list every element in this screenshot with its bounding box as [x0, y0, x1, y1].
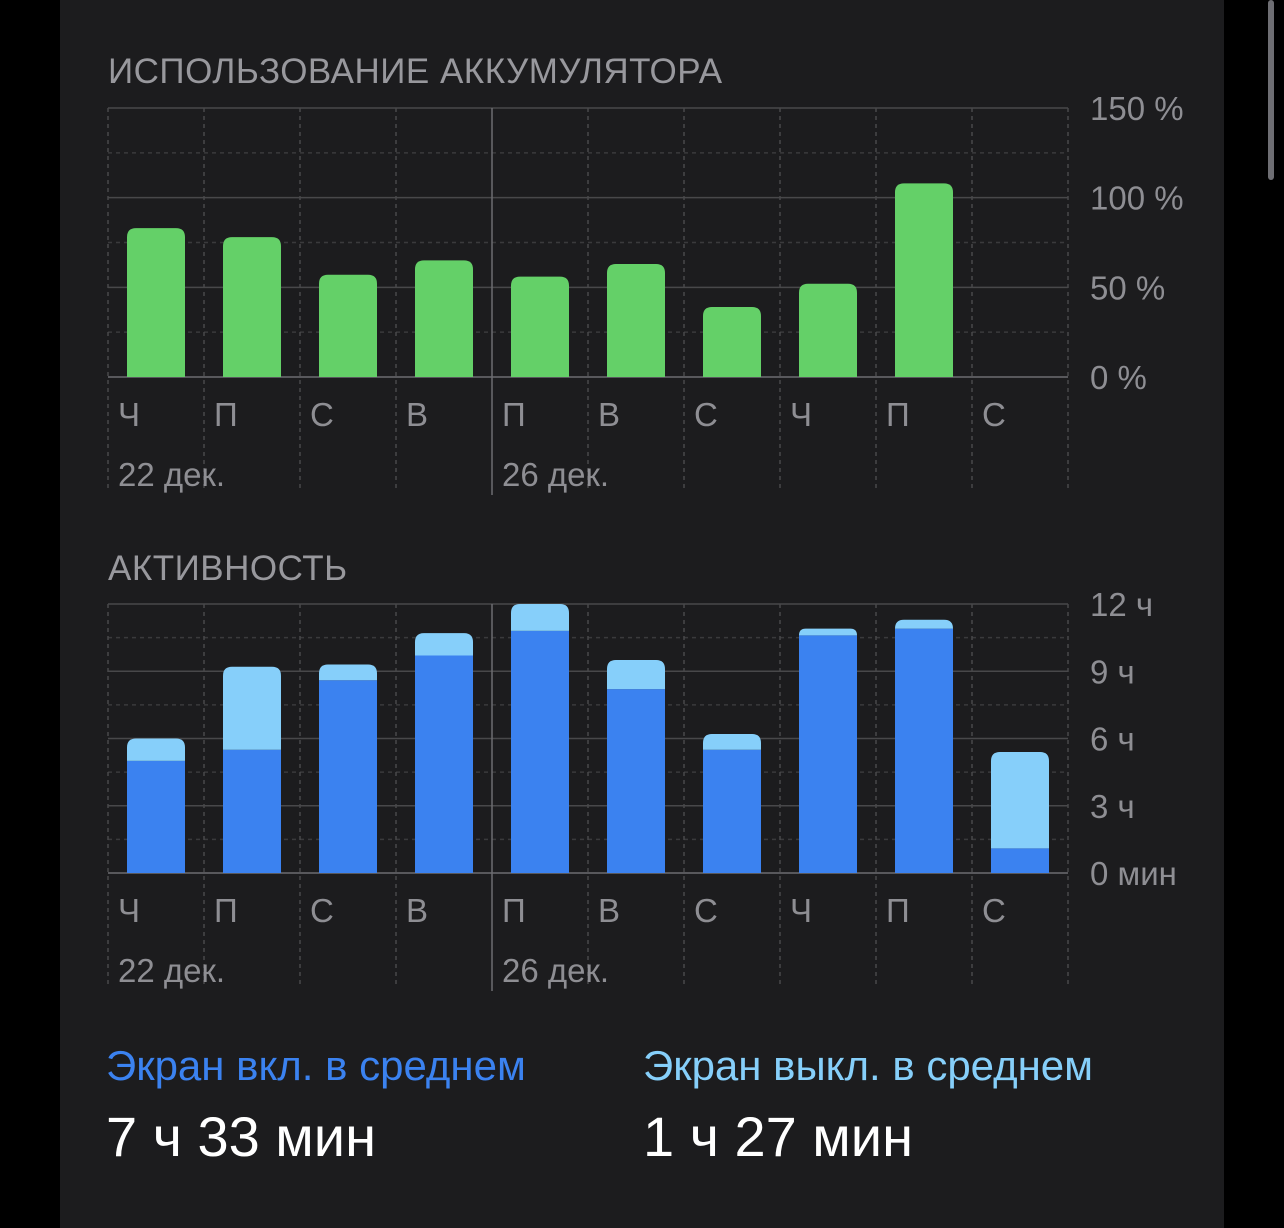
activity-day-label: П — [502, 892, 526, 929]
activity-day-label: Ч — [118, 892, 140, 929]
battery-bar[interactable] — [895, 183, 953, 377]
battery-y-tick-label: 100 % — [1090, 180, 1184, 217]
activity-bar-screen-on[interactable] — [415, 655, 473, 873]
activity-bar-screen-off[interactable] — [607, 660, 665, 690]
activity-day-label: В — [406, 892, 428, 929]
battery-day-label: П — [502, 396, 526, 433]
activity-bar-screen-off[interactable] — [319, 664, 377, 681]
activity-day-label: С — [310, 892, 334, 929]
activity-bar-screen-off[interactable] — [415, 633, 473, 656]
activity-bar-screen-off[interactable] — [223, 666, 281, 750]
activity-day-label: В — [598, 892, 620, 929]
battery-activity-card — [60, 0, 1224, 1228]
activity-bar-screen-on[interactable] — [607, 689, 665, 873]
battery-date-label: 26 дек. — [502, 456, 609, 493]
battery-bar[interactable] — [511, 276, 569, 377]
screen-off-value: 1 ч 27 мин — [643, 1105, 913, 1168]
battery-usage-title: ИСПОЛЬЗОВАНИЕ АККУМУЛЯТОРА — [108, 52, 723, 91]
battery-day-label: Ч — [118, 396, 140, 433]
activity-bar-screen-on[interactable] — [319, 680, 377, 873]
activity-y-tick-label: 3 ч — [1090, 788, 1135, 825]
battery-y-tick-label: 0 % — [1090, 359, 1147, 396]
battery-y-tick-label: 50 % — [1090, 269, 1165, 306]
battery-usage-chart[interactable]: 0 % 50 % 100 % 150 % Ч П С В П В С Ч П С 22 дек. 26 дек… — [0, 0, 1284, 520]
activity-bar-screen-off[interactable] — [895, 619, 953, 629]
activity-day-label: П — [886, 892, 910, 929]
battery-date-label: 22 дек. — [118, 456, 225, 493]
activity-y-tick-label: 12 ч — [1090, 586, 1153, 623]
activity-bar-screen-on[interactable] — [223, 749, 281, 873]
activity-bar-screen-on[interactable] — [799, 635, 857, 873]
activity-bar-screen-off[interactable] — [127, 738, 185, 761]
screen-on-value: 7 ч 33 мин — [106, 1105, 376, 1168]
activity-bar-screen-on[interactable] — [703, 749, 761, 873]
activity-bar-screen-on[interactable] — [895, 628, 953, 873]
activity-bar-screen-on[interactable] — [127, 760, 185, 873]
battery-day-label: В — [598, 396, 620, 433]
screen-off-label: Экран выкл. в среднем — [643, 1042, 1094, 1089]
battery-day-label: С — [982, 396, 1006, 433]
activity-bar-screen-off[interactable] — [703, 734, 761, 750]
battery-day-label: Ч — [790, 396, 812, 433]
activity-title: АКТИВНОСТЬ — [108, 549, 348, 588]
activity-chart[interactable]: 0 мин 3 ч 6 ч 9 ч 12 ч Ч П С В П В С Ч П С 22 дек. 26 де… — [0, 0, 1284, 1000]
battery-day-label: С — [694, 396, 718, 433]
activity-bar-screen-off[interactable] — [511, 604, 569, 631]
battery-bar[interactable] — [127, 228, 185, 377]
screen-on-label: Экран вкл. в среднем — [106, 1042, 526, 1089]
activity-date-label: 22 дек. — [118, 952, 225, 989]
activity-date-label: 26 дек. — [502, 952, 609, 989]
activity-day-label: Ч — [790, 892, 812, 929]
battery-bar[interactable] — [319, 274, 377, 377]
battery-day-label: П — [214, 396, 238, 433]
activity-day-label: С — [982, 892, 1006, 929]
battery-bar[interactable] — [607, 264, 665, 377]
activity-y-tick-label: 0 мин — [1090, 855, 1177, 892]
scrollbar[interactable] — [1268, 0, 1274, 180]
activity-y-tick-label: 9 ч — [1090, 653, 1135, 690]
battery-day-label: П — [886, 396, 910, 433]
battery-bar[interactable] — [223, 237, 281, 377]
activity-day-label: С — [694, 892, 718, 929]
battery-y-tick-label: 150 % — [1090, 90, 1184, 127]
activity-bar-screen-off[interactable] — [991, 751, 1049, 849]
activity-bar-screen-on[interactable] — [991, 848, 1049, 873]
activity-y-tick-label: 6 ч — [1090, 721, 1135, 758]
battery-bar[interactable] — [703, 307, 761, 377]
activity-day-label: П — [214, 892, 238, 929]
activity-bar-screen-on[interactable] — [511, 630, 569, 873]
activity-bar-screen-off[interactable] — [799, 628, 857, 636]
battery-bar[interactable] — [415, 260, 473, 377]
battery-bar[interactable] — [799, 283, 857, 377]
battery-day-label: В — [406, 396, 428, 433]
battery-day-label: С — [310, 396, 334, 433]
